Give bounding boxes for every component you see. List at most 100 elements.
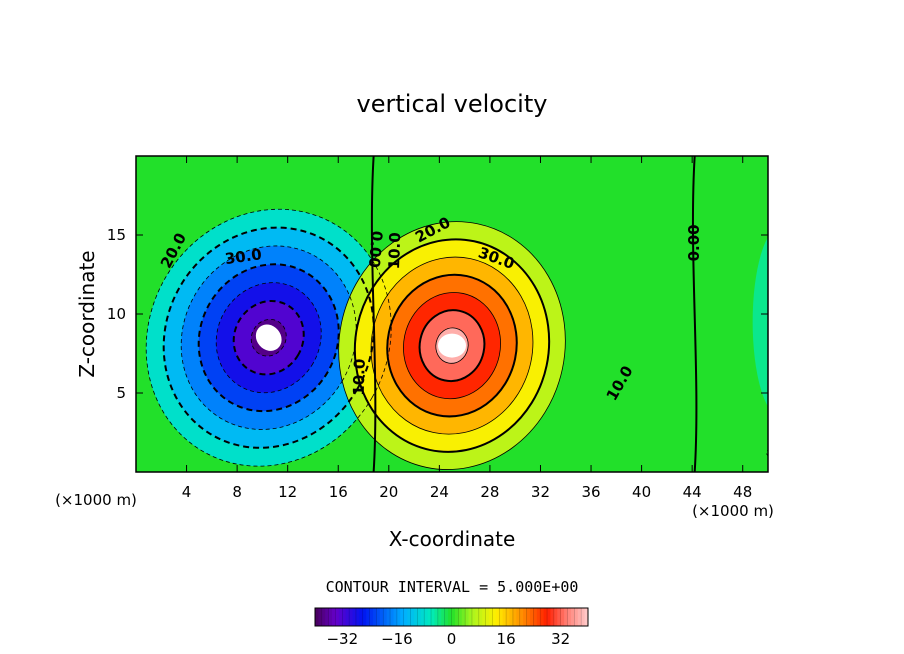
colorbar-tick-label: −32 — [326, 630, 358, 648]
contour-label: 30.0 — [224, 245, 263, 268]
colorbar-swatch — [461, 608, 466, 626]
colorbar-swatch — [390, 608, 394, 626]
colorbar-swatch — [328, 608, 333, 626]
colorbar-swatch — [512, 608, 517, 626]
downdraft-contour — [215, 282, 322, 394]
colorbar-swatch — [506, 608, 511, 626]
colorbar-swatch — [536, 608, 541, 626]
colorbar-swatch — [519, 608, 524, 626]
colorbar-swatch — [584, 608, 589, 626]
colorbar-swatch — [529, 608, 534, 626]
x-axis-label: X-coordinate — [389, 527, 516, 551]
colorbar-swatch — [489, 608, 493, 626]
colorbar-swatch — [441, 608, 446, 626]
colorbar-swatch — [478, 608, 483, 626]
colorbar-swatch — [342, 608, 347, 626]
downdraft-contour — [162, 226, 375, 449]
updraft-contour — [353, 238, 551, 453]
x-unit-left: (×1000 m) — [55, 491, 137, 509]
downdraft-contour — [197, 263, 340, 413]
colorbar-swatch — [492, 608, 497, 626]
contour-label: 0.00 — [685, 224, 703, 261]
y-tick-label: 5 — [116, 384, 126, 402]
x-tick-label: 24 — [430, 483, 449, 501]
downdraft-contour — [180, 245, 357, 430]
colorbar-swatch — [383, 608, 388, 626]
x-tick-label: 12 — [278, 483, 297, 501]
colorbar-swatch — [362, 608, 367, 626]
x-tick-label: 16 — [329, 483, 348, 501]
contour-lines — [145, 156, 768, 472]
colorbar-swatch — [499, 608, 504, 626]
colorbar-swatch — [577, 608, 582, 626]
x-tick-label: 32 — [531, 483, 550, 501]
colorbar-swatch — [468, 608, 473, 626]
updraft-contour — [338, 221, 566, 470]
colorbar-swatch — [485, 608, 490, 626]
colorbar-swatch — [451, 608, 456, 626]
colorbar-swatch — [369, 608, 374, 626]
colorbar-swatch — [424, 608, 429, 626]
colorbar-swatch — [516, 608, 521, 626]
colorbar-swatch — [543, 608, 548, 626]
colorbar-swatch — [338, 608, 343, 626]
colorbar-swatch — [547, 608, 551, 626]
downdraft-contour — [145, 208, 392, 467]
colorbar — [314, 608, 589, 626]
colorbar-swatch — [475, 608, 480, 626]
x-tick-label: 44 — [683, 483, 702, 501]
colorbar-swatch — [540, 608, 545, 626]
plot-area: 20.0 30.010.00.00 10.020.030.010.00.00 — [136, 156, 768, 472]
colorbar-swatch — [570, 608, 575, 626]
colorbar-swatch — [471, 608, 476, 626]
colorbar-swatch — [454, 608, 459, 626]
colorbar-swatch — [482, 608, 487, 626]
colorbar-swatch — [465, 608, 470, 626]
contour-label: 10.0 — [350, 358, 369, 396]
colorbar-tick-label: 0 — [447, 630, 457, 648]
colorbar-swatch — [332, 608, 336, 626]
colorbar-swatch — [335, 608, 340, 626]
x-tick-label: 8 — [232, 483, 242, 501]
x-tick-label: 48 — [733, 483, 752, 501]
colorbar-swatch — [502, 608, 507, 626]
updraft-core — [438, 333, 466, 358]
updraft-contour — [386, 273, 518, 418]
downdraft-contour — [232, 299, 305, 376]
colorbar-swatch — [523, 608, 528, 626]
colorbar-swatch — [431, 608, 435, 626]
colorbar-swatch — [349, 608, 354, 626]
colorbar-swatch — [550, 608, 555, 626]
colorbar-swatch — [434, 608, 439, 626]
zero-contour-left — [370, 156, 377, 472]
zero-contour-right — [691, 156, 698, 472]
colorbar-swatch — [526, 608, 531, 626]
y-axis-ticks: 5 10 15 — [107, 226, 768, 402]
colorbar-swatch — [444, 608, 449, 626]
updraft-contour — [418, 309, 486, 383]
colorbar-tick-label: 32 — [551, 630, 570, 648]
colorbar-swatch — [509, 608, 514, 626]
colorbar-swatch — [407, 608, 412, 626]
y-tick-label: 15 — [107, 226, 126, 244]
colorbar-swatch — [553, 608, 558, 626]
colorbar-ticks: −32 −16 0 16 32 — [326, 630, 570, 648]
colorbar-swatch — [458, 608, 463, 626]
colorbar-swatch — [564, 608, 569, 626]
colorbar-swatch — [495, 608, 500, 626]
colorbar-swatch — [403, 608, 408, 626]
right-edge-band — [752, 237, 768, 407]
colorbar-swatch — [574, 608, 579, 626]
y-axis-label: Z-coordinate — [75, 250, 99, 377]
downdraft-core — [255, 324, 282, 351]
colorbar-swatch — [410, 608, 415, 626]
colorbar-swatch — [393, 608, 398, 626]
x-tick-label: 20 — [379, 483, 398, 501]
colorbar-swatch — [420, 608, 425, 626]
updraft-contour — [435, 327, 469, 364]
filled-contours — [146, 209, 768, 470]
colorbar-swatch — [379, 608, 384, 626]
colorbar-swatch — [318, 608, 323, 626]
colorbar-swatch — [359, 608, 364, 626]
